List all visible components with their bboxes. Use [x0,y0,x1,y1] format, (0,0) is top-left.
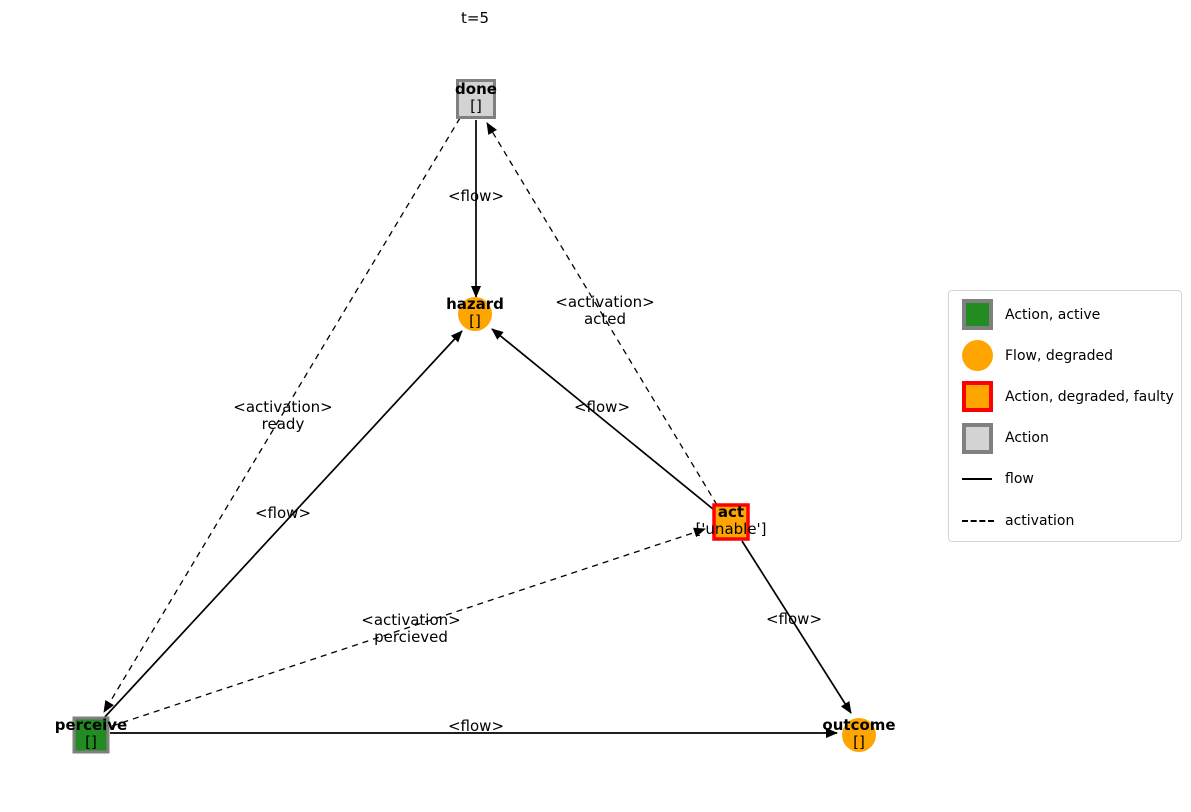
edge-label-act-done: <activation> acted [555,293,654,328]
node-label-perceive: perceive [55,716,127,734]
legend-item-0: Action, active [949,294,1181,335]
legend-item-label: Action, degraded, faulty [1005,388,1174,405]
edges-layer [102,117,852,738]
edge-activation-act-done [486,122,718,506]
edge-label-perceive-outcome: <flow> [448,717,504,735]
legend-marker-cell [962,299,996,331]
edge-flow-act-hazard [491,328,714,510]
edge-label-act-hazard: <flow> [574,398,630,416]
legend-marker-cell [962,422,996,454]
edge-label-perceive-act: <activation> percieved [361,611,460,646]
nodes-layer [72,79,876,754]
node-done [456,79,496,119]
node-label-done: done [455,80,497,98]
node-state-done: [] [470,97,482,115]
legend-item-3: Action [949,418,1181,459]
legend-marker-cell [962,381,996,413]
edge-label-done-perceive: <activation> ready [233,398,332,433]
legend: Action, active Flow, degraded Action, degr… [948,290,1182,542]
legend-item-label: Flow, degraded [1005,347,1113,364]
edge-label-act-outcome: <flow> [766,610,822,628]
node-perceive [72,716,110,754]
square-marker-icon [962,381,993,413]
edge-label-perceive-hazard: <flow> [255,504,311,522]
edge-activation-done-perceive [103,117,461,713]
edge-flow-act-outcome [741,540,852,714]
edge-flow-perceive-hazard [102,330,463,720]
node-label-hazard: hazard [446,295,504,313]
node-state-perceive: [] [85,733,97,751]
solid-line-icon [962,478,992,481]
legend-item-4: flow [949,459,1181,500]
legend-item-label: flow [1005,471,1034,488]
node-state-outcome: [] [853,733,865,751]
legend-item-2: Action, degraded, faulty [949,376,1181,417]
edge-label-done-hazard: <flow> [448,187,504,205]
legend-item-label: Action [1005,430,1049,447]
legend-item-1: Flow, degraded [949,335,1181,376]
labels-layer: <flow> <activation> ready <activation> acted… [55,80,896,751]
dashed-line-icon [962,519,994,522]
legend-item-5: activation [949,500,1181,541]
node-state-hazard: [] [469,312,481,330]
edge-activation-perceive-act [111,527,706,727]
node-label-outcome: outcome [822,716,895,734]
legend-marker-cell [962,519,996,522]
legend-marker-cell [962,340,996,372]
square-marker-icon [962,422,993,454]
node-label-act: act [718,503,744,521]
legend-item-label: activation [1005,512,1075,529]
node-act [712,503,750,541]
square-marker-icon [962,299,993,331]
plot-title: t=5 [461,9,489,27]
node-state-act: ['unable'] [695,520,766,538]
node-hazard [458,297,492,331]
node-outcome [842,718,876,752]
legend-item-label: Action, active [1005,306,1101,323]
legend-marker-cell [962,478,996,481]
circle-marker-icon [962,340,993,372]
